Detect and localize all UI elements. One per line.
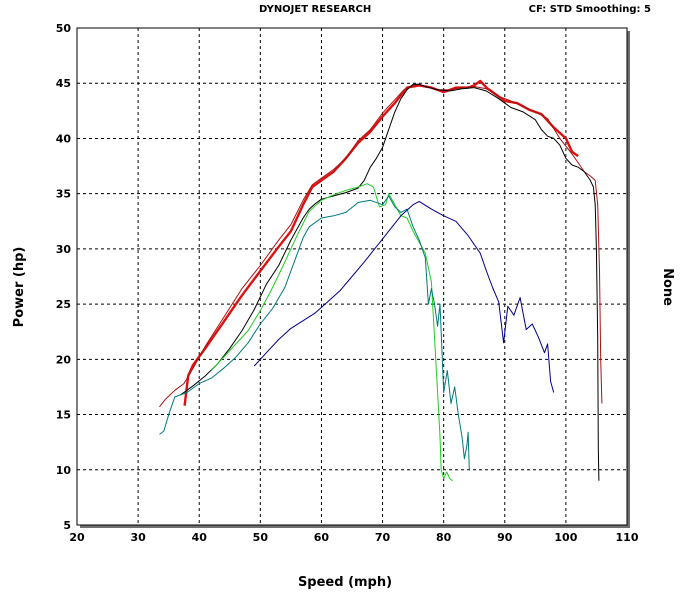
y-tick-label: 20	[56, 353, 72, 366]
series-line-5	[159, 195, 470, 470]
y-tick-labels: 5 10 15 20 25 30 35 40 45 50	[56, 22, 72, 532]
grid	[77, 28, 627, 525]
series-line-3	[180, 83, 600, 481]
x-tick-label: 40	[192, 531, 208, 544]
x-tick-label: 50	[253, 531, 269, 544]
chart-header-title: DYNOJET RESEARCH	[259, 4, 372, 15]
x-tick-label: 70	[375, 531, 391, 544]
y-tick-label: 25	[56, 298, 71, 311]
y-tick-label: 45	[56, 77, 71, 90]
y-tick-label: 40	[56, 132, 72, 145]
series-group	[159, 79, 603, 482]
x-axis-label: Speed (mph)	[298, 575, 392, 590]
series-line-6	[253, 200, 555, 393]
series-line-4	[211, 183, 454, 482]
y-tick-label: 5	[63, 519, 71, 532]
series-line-2	[159, 83, 603, 408]
y2-axis-label: None	[660, 268, 675, 306]
x-tick-labels: 20 30 40 50 60 70 80 90 100 110	[69, 531, 638, 544]
y-tick-label: 10	[56, 464, 72, 477]
x-tick-label: 60	[314, 531, 330, 544]
x-tick-label: 30	[130, 531, 146, 544]
x-tick-label: 110	[616, 531, 639, 544]
x-tick-label: 90	[497, 531, 513, 544]
chart-header-settings: CF: STD Smoothing: 5	[528, 4, 651, 15]
y-tick-label: 50	[56, 22, 72, 35]
y-tick-label: 35	[56, 188, 71, 201]
y-tick-label: 15	[56, 409, 71, 422]
x-tick-label: 20	[69, 531, 85, 544]
x-tick-label: 100	[554, 531, 577, 544]
x-tick-label: 80	[436, 531, 452, 544]
y-tick-label: 30	[56, 243, 72, 256]
y-axis-label: Power (hp)	[12, 247, 27, 328]
